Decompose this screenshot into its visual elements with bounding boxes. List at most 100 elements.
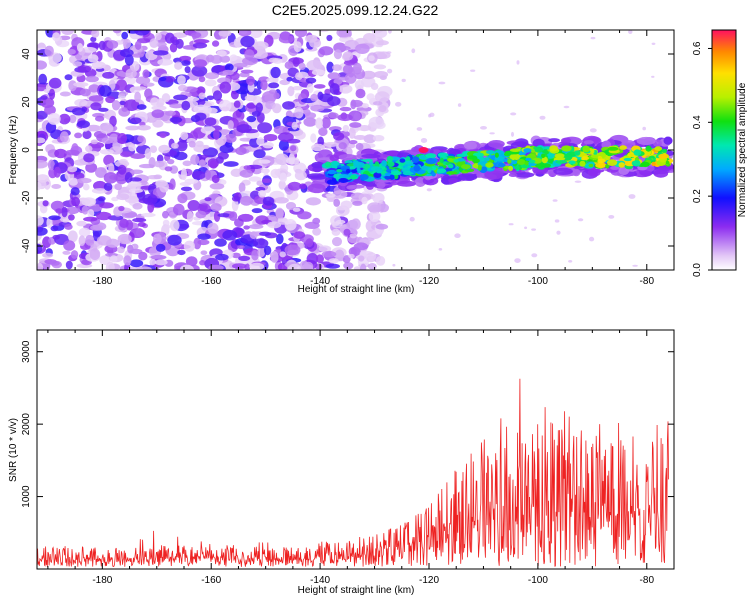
- noise-cell: [279, 79, 291, 86]
- y-tick-label: 20: [21, 96, 32, 108]
- noise-cell: [395, 101, 402, 107]
- noise-cell: [210, 203, 222, 212]
- noise-cell: [37, 110, 48, 120]
- noise-cell: [47, 159, 55, 171]
- noise-cell: [58, 113, 71, 125]
- y-tick-label: -40: [21, 238, 32, 253]
- noise-cell: [327, 96, 341, 107]
- signal-cell: [381, 160, 387, 167]
- noise-cell: [136, 266, 152, 270]
- colorbar-tick-label: 0.0: [692, 263, 703, 277]
- noise-cell: [82, 183, 90, 191]
- signal-cell: [653, 169, 669, 178]
- noise-cell: [262, 196, 275, 206]
- noise-cell: [217, 151, 229, 160]
- noise-cell: [116, 79, 128, 92]
- signal-cell: [632, 169, 652, 178]
- signal-cell: [346, 185, 356, 190]
- noise-cell: [438, 81, 446, 85]
- noise-cell: [153, 50, 169, 56]
- noise-cell: [628, 194, 636, 199]
- noise-cell: [85, 145, 93, 153]
- noise-cell: [167, 234, 182, 246]
- noise-cell: [90, 139, 98, 145]
- noise-cell: [198, 92, 206, 100]
- noise-cell: [37, 181, 42, 191]
- noise-cell: [285, 157, 300, 165]
- signal-cell: [509, 153, 521, 161]
- noise-cell: [304, 221, 320, 229]
- noise-cell: [239, 30, 248, 35]
- noise-cell: [120, 151, 132, 158]
- noise-cell: [266, 77, 279, 83]
- noise-cell: [52, 32, 61, 42]
- noise-cell: [99, 149, 114, 155]
- noise-cell: [85, 234, 95, 246]
- noise-cell: [165, 110, 176, 117]
- noise-cell: [374, 91, 390, 103]
- noise-cell: [240, 69, 254, 74]
- noise-cell: [129, 177, 142, 182]
- noise-cell: [240, 35, 255, 48]
- signal-cell: [572, 168, 581, 177]
- noise-cell: [370, 82, 379, 90]
- noise-cell: [357, 125, 371, 132]
- noise-cell: [183, 240, 195, 252]
- x-tick-label: -180: [92, 276, 112, 287]
- noise-cell: [375, 256, 386, 266]
- noise-cell: [375, 40, 389, 46]
- colorbar-gradient: [711, 29, 737, 271]
- noise-cell: [81, 197, 97, 207]
- noise-cell: [194, 112, 207, 121]
- noise-cell: [386, 51, 392, 54]
- noise-cell: [238, 72, 250, 78]
- noise-cell: [116, 193, 130, 201]
- noise-cell: [361, 196, 368, 205]
- signal-cell: [508, 165, 513, 171]
- noise-cell: [315, 254, 324, 263]
- noise-cell: [138, 251, 148, 261]
- noise-cell: [563, 105, 570, 109]
- noise-cell: [93, 180, 107, 191]
- noise-cell: [102, 71, 115, 79]
- signal-cell: [356, 167, 361, 172]
- noise-cell: [112, 30, 122, 34]
- noise-cell: [123, 99, 140, 111]
- noise-cell: [96, 211, 112, 221]
- noise-cell: [67, 230, 78, 243]
- signal-cell: [350, 174, 357, 180]
- signal-cell: [389, 174, 395, 180]
- colorbar: 0.0 0.2 0.4 0.6 Normalized spectral amplitu…: [692, 29, 748, 277]
- noise-cell: [186, 211, 194, 222]
- noise-cell: [244, 49, 255, 61]
- noise-cell: [185, 256, 198, 267]
- noise-cell: [253, 149, 266, 159]
- noise-cell: [367, 202, 382, 213]
- noise-cell: [76, 43, 84, 52]
- x-tick-label: -80: [640, 276, 655, 287]
- noise-cell: [287, 263, 302, 270]
- noise-cell: [239, 195, 253, 206]
- noise-cell: [82, 130, 92, 140]
- signal-cell: [486, 150, 495, 155]
- noise-cell: [299, 183, 307, 190]
- noise-cell: [224, 63, 234, 72]
- noise-cell: [59, 91, 71, 97]
- signal-cell: [353, 161, 365, 168]
- noise-cell: [199, 260, 206, 266]
- noise-cell: [88, 84, 100, 93]
- noise-cell: [292, 57, 300, 67]
- noise-cell: [114, 160, 130, 168]
- noise-cell: [70, 187, 80, 196]
- noise-cell: [286, 76, 293, 82]
- noise-cell: [46, 217, 53, 229]
- noise-cell: [293, 162, 307, 174]
- noise-cell: [109, 133, 119, 144]
- noise-cell: [336, 206, 348, 211]
- noise-cell: [211, 174, 220, 184]
- noise-cell: [305, 77, 317, 84]
- noise-cell: [318, 46, 334, 56]
- noise-cell: [152, 120, 164, 128]
- noise-cell: [330, 215, 342, 226]
